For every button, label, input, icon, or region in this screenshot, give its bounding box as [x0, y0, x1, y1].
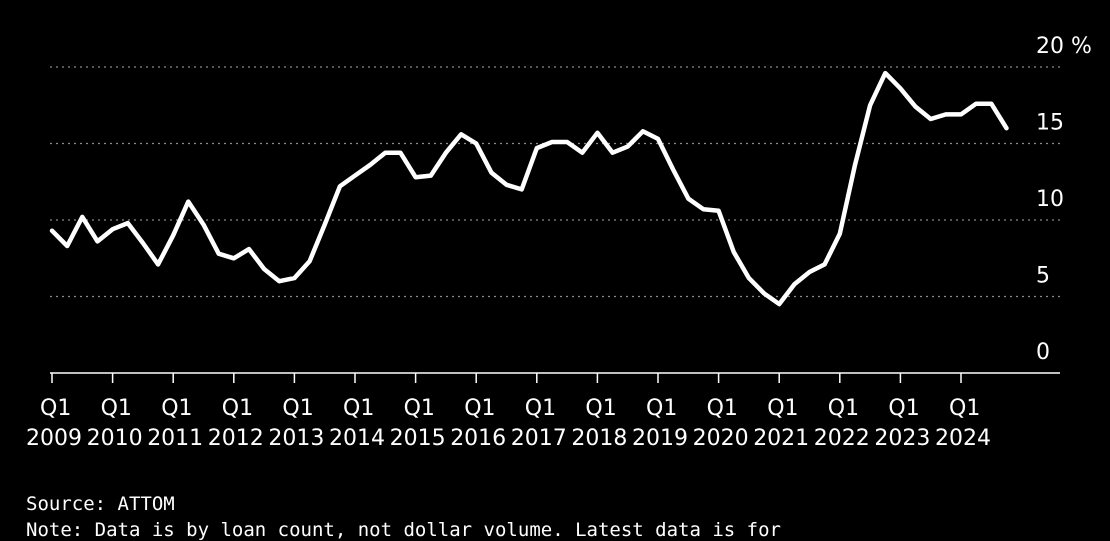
- source-note: Source: ATTOM: [26, 493, 175, 515]
- x-tick-label-quarter: Q1: [585, 396, 616, 421]
- x-tick-label-year: 2014: [329, 426, 385, 451]
- x-tick-label-quarter: Q1: [464, 396, 495, 421]
- x-tick-label-year: 2017: [511, 426, 567, 451]
- x-tick-label-year: 2012: [208, 426, 264, 451]
- x-tick-label-quarter: Q1: [282, 396, 313, 421]
- x-tick-label-year: 2013: [268, 426, 324, 451]
- y-tick-label: 0: [1036, 340, 1050, 365]
- y-axis-ticks: 0 5 10 15 20 %: [1036, 34, 1092, 365]
- x-tick-label-quarter: Q1: [222, 396, 253, 421]
- x-tick-label-year: 2019: [632, 426, 688, 451]
- x-tick-label-year: 2010: [87, 426, 143, 451]
- x-tick-label-year: 2015: [390, 426, 446, 451]
- x-tick-label-year: 2020: [693, 426, 749, 451]
- x-tick-label-quarter: Q1: [343, 396, 374, 421]
- x-tick-label-quarter: Q1: [646, 396, 677, 421]
- x-tick-label-year: 2022: [814, 426, 870, 451]
- x-tick-label-year: 2023: [874, 426, 930, 451]
- x-tick-label-year: 2021: [753, 426, 809, 451]
- data-note: Note: Data is by loan count, not dollar …: [26, 519, 781, 541]
- y-tick-label: 20 %: [1036, 34, 1092, 59]
- y-tick-label: 10: [1036, 187, 1064, 212]
- x-tick-label-year: 2018: [571, 426, 627, 451]
- x-tick-label-quarter: Q1: [101, 396, 132, 421]
- series-layer: [49, 70, 1009, 307]
- x-tick-label-quarter: Q1: [40, 396, 71, 421]
- x-tick-label-year: 2016: [450, 426, 506, 451]
- x-tick-label-quarter: Q1: [949, 396, 980, 421]
- x-tick-label-quarter: Q1: [525, 396, 556, 421]
- x-tick-label-quarter: Q1: [828, 396, 859, 421]
- series-line: [49, 70, 1009, 307]
- x-tick-label-quarter: Q1: [767, 396, 798, 421]
- x-tick-label-year: 2009: [26, 426, 82, 451]
- x-axis: Q1 2009 Q1 2010 Q1 2011 Q1 2012 Q1 2013 Q1 2014 Q1 20…: [26, 372, 1060, 451]
- x-tick-label-quarter: Q1: [888, 396, 919, 421]
- line-chart: 0 5 10 15 20 % Q1 2009 Q1 2010 Q1 2011 Q1 2012 Q1 201…: [26, 34, 1092, 451]
- y-tick-label: 15: [1036, 111, 1064, 136]
- x-tick-label-year: 2011: [147, 426, 203, 451]
- x-tick-label-quarter: Q1: [161, 396, 192, 421]
- x-tick-label-year: 2024: [935, 426, 991, 451]
- y-tick-label: 5: [1036, 264, 1050, 289]
- x-tick-label-quarter: Q1: [707, 396, 738, 421]
- x-tick-label-quarter: Q1: [404, 396, 435, 421]
